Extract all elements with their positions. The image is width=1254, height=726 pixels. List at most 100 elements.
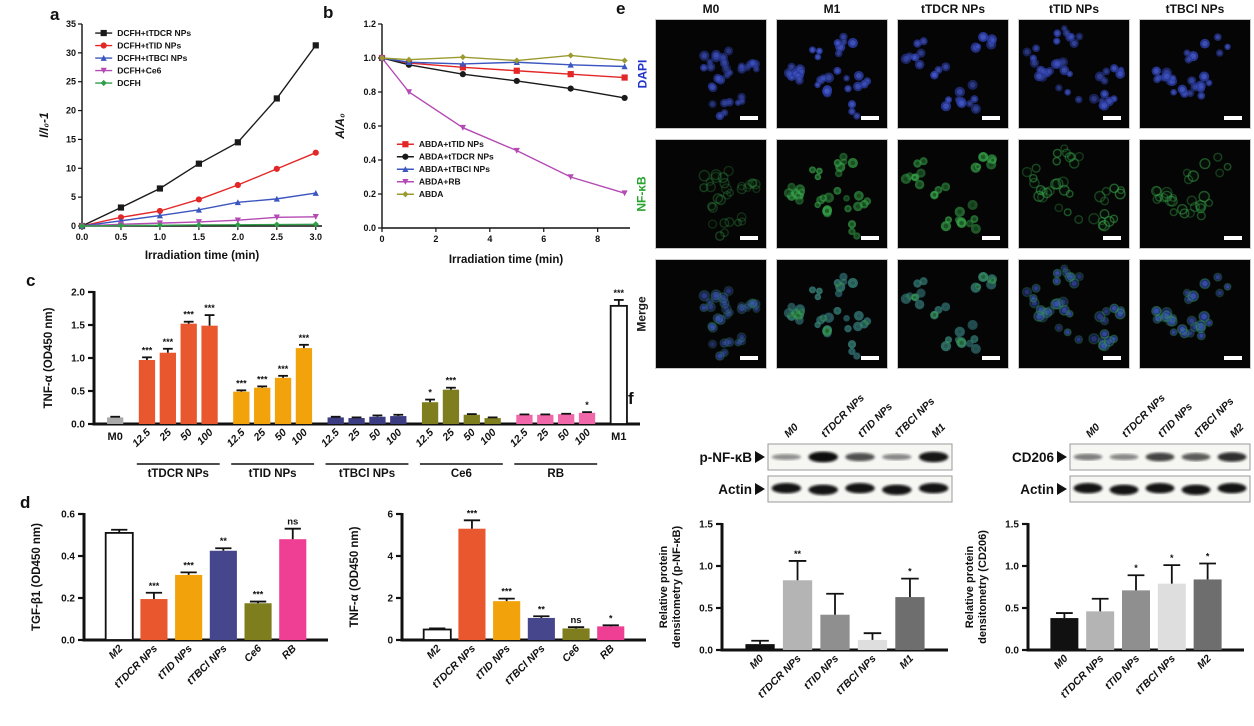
bar-12.5: [233, 391, 250, 424]
bar-tTBCl NPs: [209, 550, 237, 640]
svg-text:0.4: 0.4: [61, 552, 75, 563]
blot-band: [1109, 484, 1139, 495]
micro-col-header-1: M1: [823, 2, 841, 16]
bar-25: [442, 389, 460, 424]
svg-text:*: *: [585, 400, 589, 410]
svg-text:***: ***: [163, 337, 174, 347]
svg-text:0.8: 0.8: [363, 87, 376, 97]
panel-a-label: a: [50, 5, 60, 24]
blot-band: [1181, 484, 1211, 495]
bar-M0: [745, 644, 775, 650]
micrograph-r1c1: [776, 139, 888, 249]
bar-M2: [422, 628, 452, 641]
svg-text:1.0: 1.0: [363, 53, 376, 63]
blot-band: [1145, 483, 1175, 494]
blot-band: [1073, 483, 1103, 494]
svg-text:100: 100: [289, 427, 310, 448]
svg-text:35: 35: [66, 19, 76, 29]
bar-M2: [104, 532, 134, 641]
svg-text:100: 100: [384, 427, 405, 448]
svg-text:0.5: 0.5: [115, 232, 128, 242]
micro-col-header-3: tTID NPs: [1048, 2, 1099, 16]
panel-c-label: c: [26, 271, 36, 290]
svg-text:ABDA+RB: ABDA+RB: [419, 177, 461, 187]
svg-text:RB: RB: [598, 642, 618, 662]
svg-text:M2: M2: [425, 643, 444, 662]
svg-text:tTID NPs: tTID NPs: [249, 468, 297, 480]
svg-text:I/I₀-1: I/I₀-1: [37, 112, 51, 138]
svg-text:DCFH+tTDCR NPs: DCFH+tTDCR NPs: [117, 28, 191, 38]
bar-50: [180, 323, 197, 424]
micrograph-r1c0: [655, 139, 767, 249]
svg-text:ABDA: ABDA: [419, 189, 444, 199]
blot-lane-label: M2: [1228, 421, 1247, 440]
svg-text:1.0: 1.0: [699, 562, 713, 573]
blot-band: [845, 452, 875, 462]
svg-text:2.0: 2.0: [71, 288, 85, 299]
bar-RB: [597, 626, 625, 640]
bar-100: [295, 348, 313, 424]
bar-50: [274, 377, 292, 424]
svg-text:1.5: 1.5: [699, 520, 713, 531]
blot-band: [1109, 453, 1139, 461]
bar-25: [159, 352, 176, 424]
micrograph-r2c2: [897, 259, 1009, 369]
svg-text:6: 6: [541, 234, 546, 244]
svg-text:***: ***: [142, 345, 153, 355]
bar-tTBCl NPs: [527, 617, 555, 640]
svg-text:1.0: 1.0: [71, 354, 85, 365]
svg-text:*: *: [1206, 551, 1210, 561]
svg-text:0: 0: [387, 636, 393, 647]
svg-text:2.5: 2.5: [271, 232, 284, 242]
bar-12.5: [327, 417, 344, 424]
micro-row-label-wrap-2: Merge: [630, 260, 654, 368]
svg-text:M1: M1: [897, 653, 916, 672]
svg-text:0.4: 0.4: [363, 155, 376, 165]
svg-text:0: 0: [379, 234, 384, 244]
svg-text:100: 100: [195, 427, 216, 448]
blot-band: [1181, 453, 1211, 461]
svg-text:Actin: Actin: [1020, 482, 1054, 497]
svg-text:25: 25: [440, 427, 458, 445]
svg-text:5: 5: [71, 192, 76, 202]
micro-row-label-1: NF-κB: [635, 176, 650, 212]
blot-lane-label: M1: [929, 421, 948, 440]
svg-text:CD206: CD206: [1012, 450, 1055, 465]
blot-lane-label: M0: [1084, 421, 1103, 440]
micrograph-r2c1: [776, 259, 888, 369]
panel-d-label: d: [20, 493, 31, 512]
micrograph-r0c0: [655, 19, 767, 129]
blot-band: [771, 454, 802, 460]
svg-text:Relative protein: Relative protein: [964, 545, 976, 628]
svg-text:tTBCl NPs: tTBCl NPs: [339, 468, 395, 480]
svg-text:25: 25: [534, 427, 552, 445]
bar-tTID NPs: [1122, 590, 1150, 650]
arrow-icon: [1057, 483, 1067, 495]
blot-band: [845, 483, 875, 494]
bar-tTDCR NPs: [140, 599, 168, 640]
svg-text:0.5: 0.5: [71, 387, 85, 398]
svg-text:12.5: 12.5: [225, 427, 248, 450]
micrograph-r0c3: [1018, 19, 1130, 129]
micro-row-label-wrap-0: DAPI: [630, 20, 654, 128]
svg-text:M0: M0: [747, 653, 766, 672]
svg-text:50: 50: [272, 427, 289, 444]
svg-text:p-NF-κB: p-NF-κB: [699, 450, 752, 465]
svg-text:0.2: 0.2: [61, 594, 75, 605]
blot-band: [808, 451, 838, 463]
bar-M2: [1193, 579, 1222, 650]
micro-col-header-4: tTBCl NPs: [1165, 2, 1225, 16]
svg-text:1.5: 1.5: [193, 232, 206, 242]
svg-text:densitometry (p-NF-κB): densitometry (p-NF-κB): [671, 526, 683, 649]
blot-band: [882, 453, 912, 461]
svg-text:***: ***: [501, 587, 512, 597]
densitometry-cd206-bar-chart: 0.0 0.5 1.0 1.5 Relative protein densitometry…: [964, 520, 1244, 701]
svg-text:***: ***: [183, 560, 194, 570]
svg-text:ABDA+tTID NPs: ABDA+tTID NPs: [419, 139, 484, 149]
bar-12.5: [138, 359, 156, 424]
bar-M1: [609, 304, 628, 425]
svg-text:***: ***: [446, 376, 457, 386]
svg-text:***: ***: [278, 364, 289, 374]
